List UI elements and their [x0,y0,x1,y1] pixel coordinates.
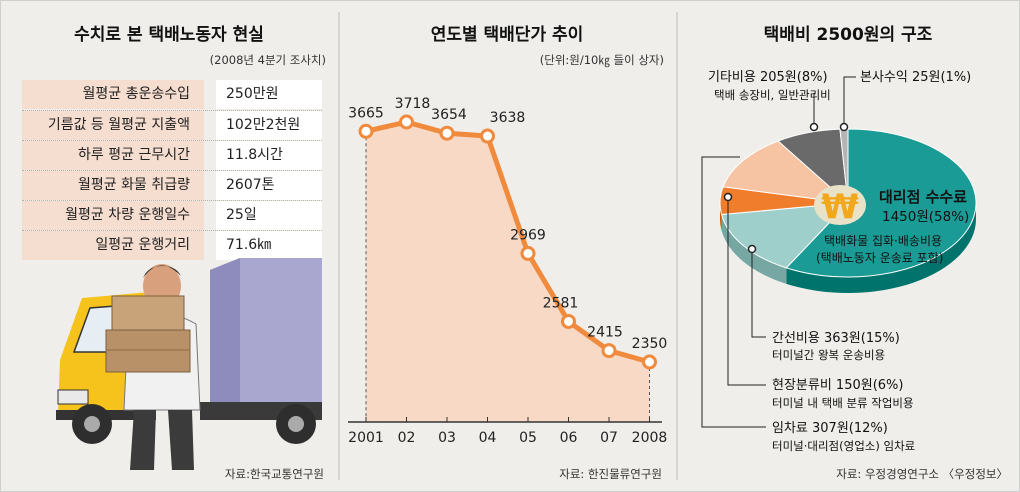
truck-headlight [57,389,89,405]
x-tick-label: 03 [438,430,456,446]
pie-slice [785,128,977,278]
stats-note: (2008년 4분기 조사치) [209,53,326,67]
callout-leader [843,76,856,125]
row-value: 102만2천원 [216,111,322,140]
x-tick-label: 07 [600,430,618,446]
trend-unit-note: (단위:원/10㎏ 들이 상자) [539,53,664,67]
won-coin-icon [814,185,866,225]
data-point [601,343,617,359]
row-label: 월평균 차량 운행일수 [22,201,204,230]
structure-source: 자료: 우정경영연구소 〈우정정보〉 [836,467,1008,481]
trend-source: 자료: 한진물류연구원 [559,467,662,481]
row-value: 250만원 [216,80,322,109]
table-row: 월평균 총운송수입 250만원 [22,80,322,110]
table-row: 일평균 운행거리 71.6㎞ [22,230,322,260]
delivery-worker-illustration [56,258,322,470]
row-label: 일평균 운행거리 [22,231,204,260]
callout-sub-label: 터미널·대리점(영업소) 임차료 [772,439,915,453]
data-label: 2415 [587,325,623,341]
x-tick-label: 2008 [632,430,668,446]
pie-slice [722,140,850,204]
callout-leader [701,156,766,428]
fee-structure-panel: 택배비 2500원의 구조 ₩ 대리점 수수료 1450원(58%) 택배화물 집화·… [676,0,1020,492]
won-sign-icon: ₩ [821,187,859,227]
callout-leader [751,251,766,338]
parcel-box [111,295,185,333]
worker-leg [130,410,156,470]
x-tick-label: 02 [398,430,416,446]
row-value: 2607톤 [216,171,322,200]
parcel-box [105,329,191,373]
row-value: 25일 [216,201,322,230]
table-row: 기름값 등 월평균 지출액 102만2천원 [22,110,322,140]
x-tick-label: 2001 [348,430,384,446]
x-tick-label: 05 [519,430,537,446]
agency-value: 1450원(58%) [882,209,969,225]
data-point [642,354,657,370]
row-label: 월평균 총운송수입 [22,80,204,109]
callout-leader [727,199,766,386]
callout-marker [723,192,733,202]
data-point [358,123,374,139]
trend-title: 연도별 택배단가 추이 [430,25,584,45]
panel-divider [338,12,340,480]
data-label: 3654 [431,107,467,123]
pie-slice-side [786,203,976,293]
chart-area-fill [366,122,650,422]
data-label: 2581 [543,295,579,311]
row-value: 71.6㎞ [216,231,322,260]
callout-label: 임차료 307원(12%) [772,421,888,436]
callout-sub-label: 터미널간 왕복 운송비용 [772,348,885,362]
stats-panel: 수치로 본 택배노동자 현실 (2008년 4분기 조사치) 월평균 총운송수입… [0,0,338,492]
table-row: 월평균 화물 취급량 2607톤 [22,170,322,200]
x-tick-label: 04 [479,430,497,446]
callout-sub-label: 택배 송장비, 일반관리비 [714,88,831,102]
table-row: 월평균 차량 운행일수 25일 [22,200,322,230]
row-label: 기름값 등 월평균 지출액 [22,111,204,140]
callout-label: 본사수익 25원(1%) [860,70,971,85]
data-label: 3718 [395,96,431,112]
data-point [561,313,576,329]
callout-marker [809,122,819,132]
stats-title: 수치로 본 택배노동자 현실 [74,25,264,45]
callout-sub-label: 터미널 내 택배 분류 작업비용 [772,396,914,410]
table-row: 하루 평균 근무시간 11.8시간 [22,140,322,170]
data-point [480,128,495,144]
fee-structure-pie: ₩ 대리점 수수료 1450원(58%) 택배화물 집화·배송비용 (택배노동자 운송료… [701,70,977,453]
callout-label: 기타비용 205원(8%) [708,70,828,85]
callout-label: 현장분류비 150원(6%) [772,378,903,393]
data-point [439,125,455,141]
price-trend-panel: 연도별 택배단가 추이 (단위:원/10㎏ 들이 상자) 2001 02 03 04 0… [338,0,676,492]
data-label: 3638 [490,110,526,126]
structure-title: 택배비 2500원의 구조 [763,25,933,45]
data-label: 2969 [510,227,546,243]
agency-sub-label: (택배노동자 운송료 포함) [816,251,943,265]
callout-marker [839,122,849,132]
callout-marker [747,244,757,254]
agency-sub-label: 택배화물 집화·배송비용 [824,234,942,248]
callout-label: 간선비용 363원(15%) [772,331,900,346]
row-label: 월평균 화물 취급량 [22,171,204,200]
row-label: 하루 평균 근무시간 [22,141,204,170]
data-point [520,245,536,261]
agency-label: 대리점 수수료 [879,188,967,206]
stats-source: 자료:한국교통연구원 [224,467,324,481]
x-tick-label: 06 [560,430,578,446]
pie-slice-side [721,214,787,284]
data-label: 3665 [348,105,384,121]
data-point [399,114,414,130]
data-label: 2350 [632,336,668,352]
panel-divider [676,12,678,480]
row-value: 11.8시간 [216,141,322,170]
